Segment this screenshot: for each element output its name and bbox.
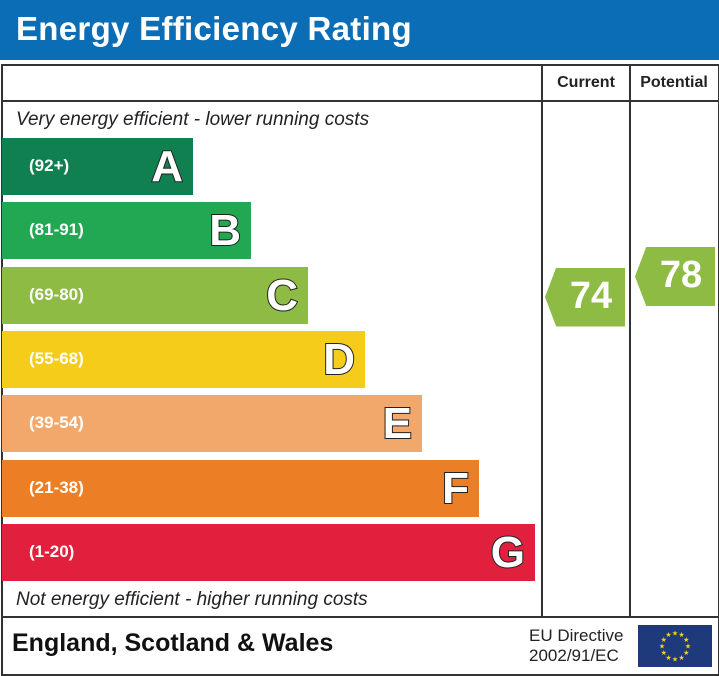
column-divider [629, 64, 631, 617]
band-b: (81-91) B [2, 202, 251, 260]
chart-title: Energy Efficiency Rating [16, 10, 412, 47]
band-range: (55-68) [29, 348, 84, 368]
eu-directive: EU Directive 2002/91/EC [529, 626, 623, 666]
current-rating-arrow: 74 [545, 267, 625, 327]
title-bar [0, 0, 719, 60]
band-f: (21-38) F [2, 459, 479, 517]
band-e: (39-54) E [2, 395, 422, 453]
footer-divider [1, 616, 718, 618]
star-icon: ★ [659, 643, 665, 651]
star-icon: ★ [665, 654, 671, 662]
star-icon: ★ [678, 654, 684, 662]
column-divider [541, 64, 543, 617]
directive-line-2: 2002/91/EC [529, 646, 619, 665]
band-g: (1-20) G [2, 523, 535, 581]
band-a: (92+) A [2, 138, 193, 195]
star-icon: ★ [661, 636, 667, 644]
star-icon: ★ [683, 636, 689, 644]
band-letter: E [382, 398, 413, 449]
top-note: Very energy efficient - lower running co… [16, 109, 370, 130]
star-icon: ★ [672, 656, 678, 664]
region-label: England, Scotland & Wales [12, 629, 334, 657]
star-icon: ★ [683, 649, 689, 657]
potential-rating-arrow: 78 [635, 247, 715, 306]
directive-line-1: EU Directive [529, 626, 624, 645]
current-column-header: Current [557, 74, 615, 91]
band-letter: A [150, 141, 184, 192]
band-c: (69-80) C [2, 266, 308, 324]
star-icon: ★ [685, 643, 691, 651]
star-icon: ★ [678, 631, 684, 639]
potential-rating-value: 78 [659, 254, 703, 296]
band-letter: D [322, 334, 356, 385]
header-divider [1, 100, 718, 102]
star-icon: ★ [665, 631, 671, 639]
band-d: (55-68) D [2, 330, 365, 388]
band-letter: B [208, 205, 242, 256]
potential-column-header: Potential [640, 74, 708, 91]
band-range: (21-38) [29, 477, 84, 497]
band-range: (69-80) [29, 284, 84, 304]
current-rating-value: 74 [569, 274, 613, 317]
band-range: (92+) [29, 156, 70, 175]
band-letter: F [441, 463, 470, 514]
band-letter: G [490, 527, 526, 578]
band-range: (39-54) [29, 413, 84, 433]
band-range: (1-20) [29, 541, 75, 561]
band-range: (81-91) [29, 220, 84, 240]
band-letter: C [265, 270, 299, 321]
star-icon: ★ [672, 630, 678, 638]
bottom-note: Not energy efficient - higher running co… [16, 589, 368, 610]
eu-flag-icon: ★★★★★★★★★ ★ ★★ [638, 625, 712, 667]
star-icon: ★ [661, 649, 667, 657]
